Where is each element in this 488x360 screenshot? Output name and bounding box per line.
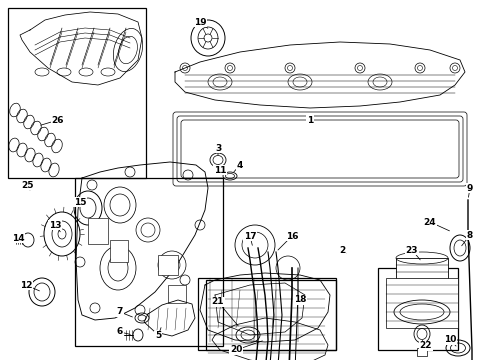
Text: 26: 26 — [52, 116, 64, 125]
Text: 2: 2 — [338, 246, 345, 255]
Text: 20: 20 — [229, 346, 242, 355]
Text: 10: 10 — [443, 336, 455, 345]
Text: 17: 17 — [243, 231, 256, 240]
Bar — [416, 348, 426, 356]
Text: 4: 4 — [236, 161, 243, 170]
Text: 3: 3 — [214, 144, 221, 153]
Bar — [88, 218, 108, 244]
Text: 16: 16 — [285, 231, 298, 240]
Bar — [377, 268, 457, 350]
Polygon shape — [212, 318, 327, 360]
Text: 23: 23 — [405, 246, 417, 255]
Polygon shape — [200, 273, 329, 342]
Text: 15: 15 — [74, 198, 86, 207]
Text: 21: 21 — [211, 297, 224, 306]
Polygon shape — [175, 42, 464, 108]
Text: 7: 7 — [117, 307, 123, 316]
Polygon shape — [215, 283, 305, 335]
Bar — [110, 240, 128, 262]
Bar — [198, 278, 335, 350]
Polygon shape — [143, 300, 195, 336]
Text: 22: 22 — [419, 342, 431, 351]
Text: 25: 25 — [21, 180, 34, 189]
Text: 12: 12 — [20, 280, 32, 289]
Text: 18: 18 — [293, 296, 305, 305]
Text: 5: 5 — [155, 332, 161, 341]
Bar — [168, 285, 185, 303]
Text: 8: 8 — [466, 230, 472, 239]
Text: 6: 6 — [117, 328, 123, 337]
Polygon shape — [76, 162, 207, 320]
Bar — [385, 278, 457, 328]
Bar — [205, 280, 335, 350]
Text: 13: 13 — [49, 220, 61, 230]
Text: 14: 14 — [12, 234, 24, 243]
Text: 9: 9 — [466, 184, 472, 193]
Text: 24: 24 — [423, 217, 435, 226]
Polygon shape — [20, 12, 142, 85]
Text: 1: 1 — [306, 116, 312, 125]
Text: 19: 19 — [193, 18, 206, 27]
Bar — [158, 255, 178, 275]
Text: 11: 11 — [213, 166, 226, 175]
Bar — [395, 258, 447, 320]
Bar — [8, 8, 146, 178]
Bar — [75, 178, 223, 346]
